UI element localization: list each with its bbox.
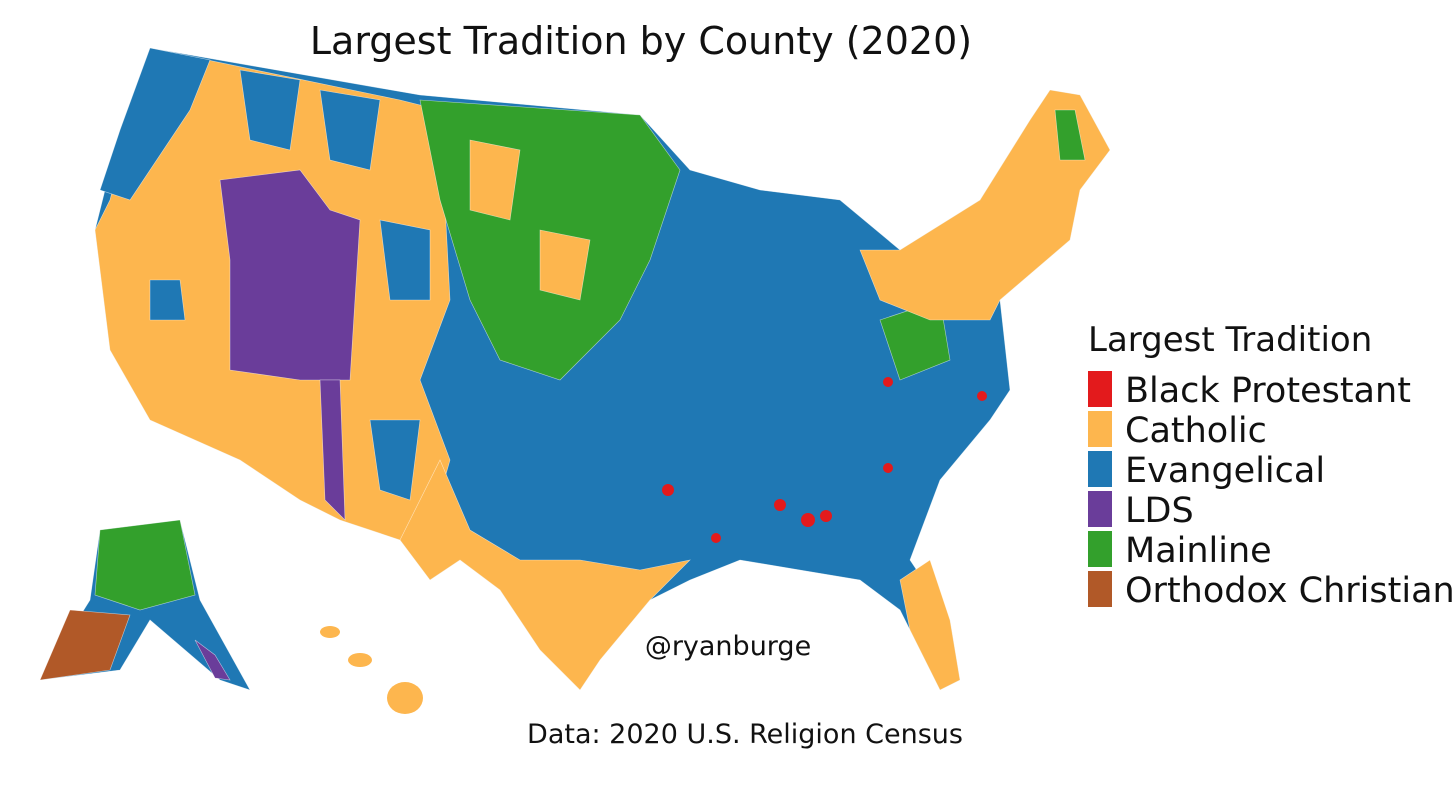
northwest-patch [239, 69, 301, 151]
northeast-patch [1054, 109, 1086, 161]
legend-label: Evangelical [1125, 451, 1325, 491]
county-spot [711, 533, 721, 543]
texas-region [399, 459, 691, 691]
county-spot [774, 499, 786, 511]
legend-title: Largest Tradition [1088, 320, 1372, 360]
northwest-patch [319, 89, 381, 171]
source-note: Data: 2020 U.S. Religion Census [527, 719, 963, 750]
alaska-region [94, 519, 196, 611]
west-patch [369, 419, 421, 501]
alaska-region [39, 609, 131, 681]
lds-region [319, 379, 346, 521]
northwest-patch [99, 47, 211, 201]
legend-label: Black Protestant [1125, 371, 1411, 411]
northeast-region [859, 89, 1111, 321]
west-patch [379, 219, 431, 301]
florida-region [899, 559, 961, 691]
plains-patch [469, 139, 521, 221]
lds-region [219, 169, 361, 381]
hawaii [348, 653, 372, 667]
legend-label: LDS [1125, 491, 1194, 531]
legend-label: Catholic [1125, 411, 1267, 451]
legend-swatch [1088, 571, 1112, 607]
county-spot [662, 484, 674, 496]
county-spot [883, 377, 893, 387]
legend-label: Mainline [1125, 531, 1272, 571]
hawaii [387, 682, 423, 714]
county-spot [977, 391, 987, 401]
alaska-region [194, 639, 231, 681]
legend-label: Orthodox Christian [1125, 571, 1455, 611]
legend-swatch [1088, 531, 1112, 567]
legend-swatch [1088, 371, 1112, 407]
county-spot [801, 513, 815, 527]
legend: Largest Tradition Black ProtestantCathol… [1088, 320, 1455, 611]
county-spot [820, 510, 832, 522]
map-title: Largest Tradition by County (2020) [310, 19, 972, 63]
plains-patch [539, 229, 591, 301]
legend-swatch [1088, 411, 1112, 447]
legend-swatch [1088, 451, 1112, 487]
us-map [39, 47, 1111, 714]
county-spot [883, 463, 893, 473]
legend-swatch [1088, 491, 1112, 527]
hawaii [320, 626, 340, 638]
west-patch [149, 279, 186, 321]
credit: @ryanburge [645, 631, 811, 662]
